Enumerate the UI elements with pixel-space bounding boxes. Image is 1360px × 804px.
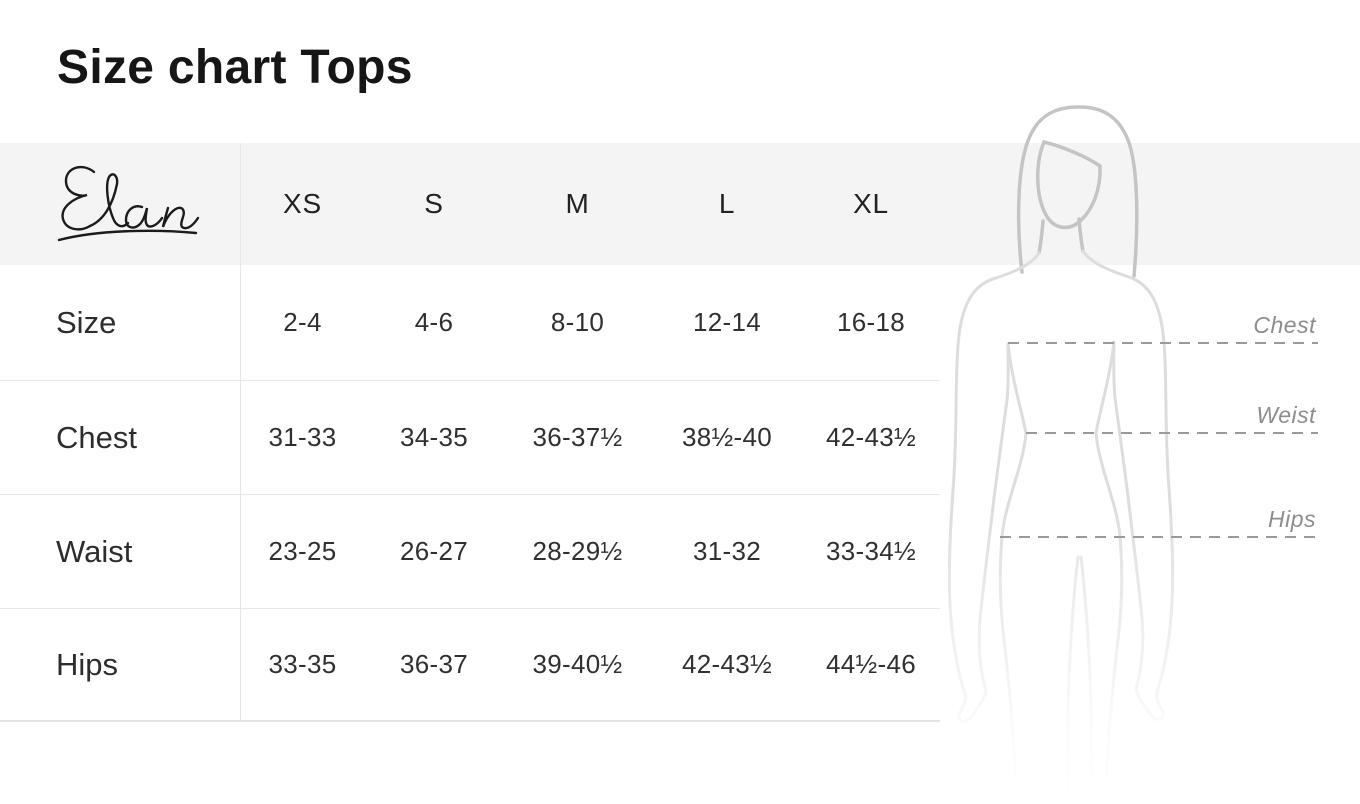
cell-size-l: 12-14 xyxy=(693,307,761,337)
cell-hips-s: 36-37 xyxy=(400,649,468,679)
row-label: Waist xyxy=(56,533,133,569)
neck-left-line xyxy=(1037,219,1045,255)
right-arm-inner-outline xyxy=(1112,340,1145,691)
female-body-figure xyxy=(947,105,1318,804)
cell-chest-s: 34-35 xyxy=(400,422,468,452)
left-arm-outline xyxy=(947,251,1041,723)
col-header-m: M xyxy=(565,188,590,219)
table-row-chest: Chest 31-33 34-35 36-37½ 38½-40 42-43½ xyxy=(0,381,940,495)
logo-letter-a xyxy=(124,205,164,229)
elan-logo-icon xyxy=(57,165,200,242)
table-vertical-divider xyxy=(240,143,241,722)
cell-chest-xs: 31-33 xyxy=(268,422,337,452)
cell-size-s: 4-6 xyxy=(414,307,454,337)
cell-hips-m: 39-40½ xyxy=(532,649,623,679)
col-header-xs: XS xyxy=(283,188,322,219)
cell-chest-m: 36-37½ xyxy=(532,422,623,452)
size-chart-table: XS S M L XL Size 2-4 4-6 8-10 12-14 16-1… xyxy=(0,143,940,722)
right-torso-leg-outline xyxy=(1094,340,1124,804)
table-row-hips: Hips 33-35 36-37 39-40½ 42-43½ 44½-46 xyxy=(0,609,940,722)
table-row-waist: Waist 23-25 26-27 28-29½ 31-32 33-34½ xyxy=(0,495,940,609)
face-outline xyxy=(1036,139,1102,230)
cell-size-xs: 2-4 xyxy=(283,307,322,337)
chest-measure-label: Chest xyxy=(1253,312,1316,338)
logo-underline xyxy=(57,229,198,242)
cell-waist-xs: 23-25 xyxy=(268,536,337,566)
inner-leg-left-line xyxy=(1066,555,1080,804)
left-torso-leg-outline xyxy=(998,342,1028,804)
neck-right-line xyxy=(1077,217,1085,253)
col-header-s: S xyxy=(424,188,444,219)
brand-logo-cell xyxy=(0,160,240,248)
left-arm-inner-outline xyxy=(977,342,1010,693)
cell-size-xl: 16-18 xyxy=(837,307,905,337)
inner-leg-right-line xyxy=(1079,555,1093,804)
hair-outline xyxy=(1016,105,1139,278)
page-title: Size chart Tops xyxy=(57,41,413,94)
cell-hips-xs: 33-35 xyxy=(268,649,337,679)
table-row-size: Size 2-4 4-6 8-10 12-14 16-18 xyxy=(0,265,940,381)
row-label: Size xyxy=(56,304,117,340)
cell-size-m: 8-10 xyxy=(550,307,605,337)
weist-measure-label: Weist xyxy=(1256,402,1316,428)
cell-waist-xl: 33-34½ xyxy=(826,536,916,566)
table-header-row: XS S M L XL xyxy=(0,143,940,265)
cell-waist-l: 31-32 xyxy=(693,536,761,566)
col-header-xl: XL xyxy=(853,188,889,219)
cell-waist-m: 28-29½ xyxy=(532,536,623,566)
col-header-l: L xyxy=(718,188,736,219)
cell-waist-s: 26-27 xyxy=(400,536,468,566)
cell-hips-l: 42-43½ xyxy=(682,649,772,679)
hips-measure-label: Hips xyxy=(1267,506,1316,532)
row-label: Chest xyxy=(56,419,137,455)
row-label: Hips xyxy=(56,646,119,682)
cell-chest-l: 38½-40 xyxy=(682,422,772,452)
logo-letter-n xyxy=(161,206,200,230)
logo-letter-l xyxy=(88,173,130,228)
logo-letter-e xyxy=(61,165,96,231)
cell-hips-xl: 44½-46 xyxy=(826,649,916,679)
cell-chest-xl: 42-43½ xyxy=(826,422,916,452)
right-arm-outline xyxy=(1081,249,1175,721)
